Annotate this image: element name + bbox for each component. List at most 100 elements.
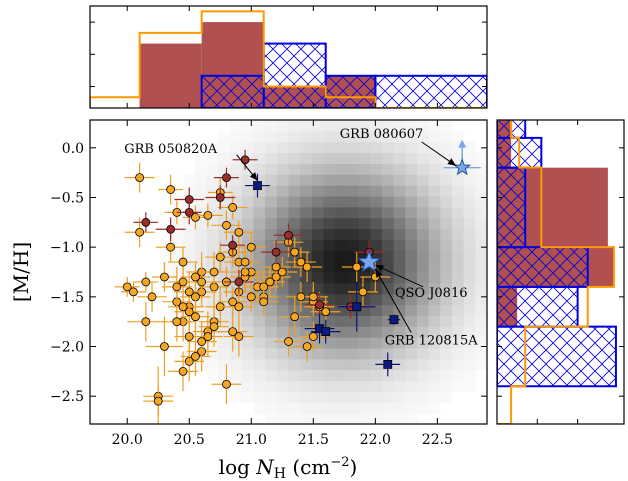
right-histogram-ticks xyxy=(497,120,624,424)
density-cell xyxy=(381,380,395,392)
density-cell xyxy=(311,130,325,143)
density-cell xyxy=(405,250,418,262)
density-cell xyxy=(311,163,325,175)
density-cell xyxy=(300,358,313,371)
density-cell xyxy=(206,272,219,284)
density-cell xyxy=(358,358,371,371)
data-point-circle xyxy=(166,242,176,252)
density-cell xyxy=(288,369,301,382)
density-cell xyxy=(276,120,289,132)
density-cell xyxy=(288,358,301,371)
density-cell xyxy=(346,358,360,371)
density-cell xyxy=(160,261,173,273)
density-cell xyxy=(358,293,371,306)
density-cell xyxy=(463,239,476,251)
density-cell xyxy=(428,196,441,208)
scatter-points xyxy=(114,139,481,424)
data-point-circle xyxy=(135,173,145,183)
density-cell xyxy=(405,174,418,186)
density-cell xyxy=(346,337,360,349)
density-cell xyxy=(230,261,243,273)
density-cell xyxy=(358,391,371,403)
density-cell xyxy=(323,282,336,295)
density-cell xyxy=(335,217,348,230)
density-cell xyxy=(358,348,371,360)
density-cell xyxy=(405,141,418,154)
density-cell xyxy=(440,196,453,208)
density-cell xyxy=(381,141,395,154)
density-cell xyxy=(311,337,325,349)
density-cell xyxy=(381,174,395,186)
density-cell xyxy=(241,196,254,208)
density-cell xyxy=(370,282,383,295)
density-cell xyxy=(393,261,406,273)
density-cell xyxy=(451,358,465,371)
density-cell xyxy=(416,326,430,338)
density-cell xyxy=(451,348,465,360)
density-cell xyxy=(171,250,184,262)
x-tick-label: 22.5 xyxy=(422,432,453,448)
density-cell xyxy=(311,228,325,240)
density-cell xyxy=(416,304,430,316)
density-cell xyxy=(323,315,336,327)
density-cell xyxy=(440,261,453,273)
annotation-arrowhead xyxy=(249,172,258,181)
density-cell xyxy=(195,185,208,197)
density-cell xyxy=(241,141,254,154)
x-tick-label: 20.5 xyxy=(174,432,205,448)
density-cell xyxy=(393,326,406,338)
density-cell xyxy=(253,293,266,306)
annotation-arrowhead xyxy=(375,269,383,278)
density-cell xyxy=(288,163,301,175)
density-cell xyxy=(393,315,406,327)
density-cell xyxy=(370,337,383,349)
density-cell xyxy=(440,163,453,175)
density-cell xyxy=(230,163,243,175)
density-cell xyxy=(393,304,406,316)
density-cell xyxy=(451,326,465,338)
density-cell xyxy=(440,326,453,338)
density-cell xyxy=(265,228,278,240)
density-cell xyxy=(206,141,219,154)
density-cell xyxy=(335,239,348,251)
data-point-circle xyxy=(129,287,138,297)
density-cell xyxy=(358,272,371,284)
data-point-circle xyxy=(166,185,176,194)
density-cell xyxy=(416,272,430,284)
density-cell xyxy=(381,152,395,164)
density-cell xyxy=(335,369,348,382)
density-cell xyxy=(183,239,196,251)
density-cell xyxy=(451,282,465,295)
density-cell xyxy=(405,130,418,143)
density-cell xyxy=(393,206,406,219)
density-cell xyxy=(475,217,487,230)
density-cell xyxy=(253,304,266,316)
density-cell xyxy=(311,348,325,360)
density-cell xyxy=(358,413,371,424)
density-cell xyxy=(463,315,476,327)
data-point-circle xyxy=(222,220,231,230)
density-cell xyxy=(346,272,360,284)
data-point-circle xyxy=(358,287,368,297)
density-cell xyxy=(405,261,418,273)
density-cell xyxy=(393,380,406,392)
density-cell xyxy=(416,250,430,262)
density-cell xyxy=(346,206,360,219)
density-cell xyxy=(206,163,219,175)
density-cell xyxy=(475,163,487,175)
density-cell xyxy=(276,185,289,197)
density-cell xyxy=(358,304,371,316)
density-cell xyxy=(475,261,487,273)
data-point-circle xyxy=(172,282,182,292)
density-cell xyxy=(405,293,418,306)
density-cell xyxy=(381,228,395,240)
annotations: GRB 050820A GRB 080607 QSO J0816 GRB 120815… xyxy=(124,127,478,349)
density-cell xyxy=(405,282,418,295)
density-cell xyxy=(253,380,266,392)
density-cell xyxy=(300,348,313,360)
density-cell xyxy=(265,413,278,424)
density-cell xyxy=(393,272,406,284)
density-cell xyxy=(428,272,441,284)
density-cell xyxy=(311,152,325,164)
density-cell xyxy=(323,228,336,240)
